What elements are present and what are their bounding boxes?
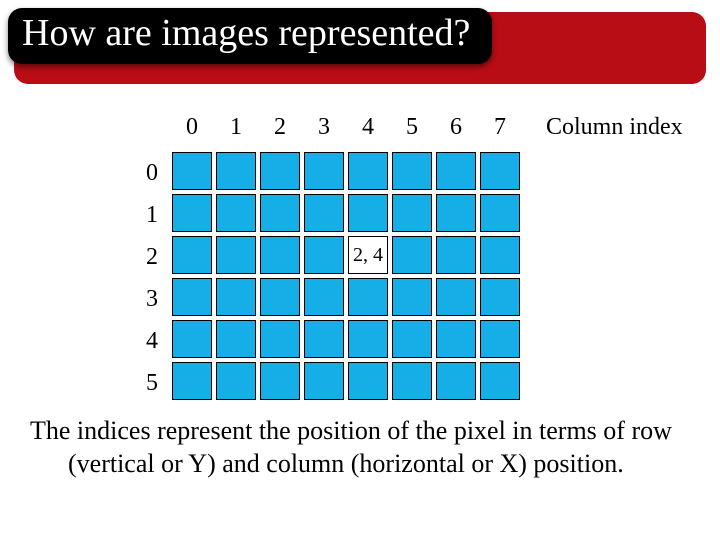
grid-cell: [436, 362, 476, 400]
grid-cell: [348, 152, 388, 190]
grid-cell: [304, 320, 344, 358]
column-label: 0: [170, 114, 214, 141]
grid-cell-highlight: 2, 4: [348, 236, 388, 274]
grid-cell: [216, 236, 256, 274]
grid-cell: [260, 236, 300, 274]
row-label: 1: [130, 194, 158, 236]
row-label: 2: [130, 236, 158, 278]
column-index-labels: 01234567 Column index: [170, 114, 522, 141]
grid-cell: [480, 194, 520, 232]
grid-row: [170, 192, 522, 234]
grid-cell: [392, 362, 432, 400]
grid-cell: [392, 194, 432, 232]
row-label: 4: [130, 320, 158, 362]
grid-cell: [260, 320, 300, 358]
grid-cell: [392, 278, 432, 316]
grid-row: [170, 150, 522, 192]
grid-cell: [172, 362, 212, 400]
slide: How are images represented? 01234567 Col…: [0, 12, 720, 540]
column-label: 4: [346, 114, 390, 141]
grid-cell: [480, 278, 520, 316]
grid-cell: [172, 194, 212, 232]
grid-cell: [436, 320, 476, 358]
grid-cell: [480, 236, 520, 274]
grid-cell: [304, 194, 344, 232]
grid-cell: [304, 152, 344, 190]
grid-cell: [480, 362, 520, 400]
grid-cell: [348, 194, 388, 232]
row-label: 3: [130, 278, 158, 320]
grid-cell: [436, 236, 476, 274]
grid-cell: [172, 320, 212, 358]
column-label: 5: [390, 114, 434, 141]
column-label: 2: [258, 114, 302, 141]
title-band: How are images represented?: [14, 12, 706, 84]
grid-cell: [304, 278, 344, 316]
grid-row: [170, 318, 522, 360]
grid-cell: [172, 152, 212, 190]
caption-text: The indices represent the position of th…: [30, 414, 720, 481]
grid-cell: [480, 152, 520, 190]
grid-cell: [392, 152, 432, 190]
grid-cell: [392, 236, 432, 274]
grid-cell: [260, 152, 300, 190]
row-label: 5: [130, 362, 158, 404]
grid-cell: [260, 278, 300, 316]
grid-cell: [304, 362, 344, 400]
grid-row: [170, 360, 522, 402]
grid-cell: [436, 278, 476, 316]
grid-cell: [348, 362, 388, 400]
grid-cell: [216, 278, 256, 316]
grid-cell: [436, 194, 476, 232]
grid-cell: [216, 362, 256, 400]
grid-cell: [216, 194, 256, 232]
pixel-grid: 2, 4: [170, 150, 522, 402]
column-label: 7: [478, 114, 522, 141]
row-label: 0: [130, 152, 158, 194]
grid-row: 2, 4: [170, 234, 522, 276]
grid-cell: [480, 320, 520, 358]
slide-title: How are images represented?: [8, 8, 492, 64]
grid-cell: [436, 152, 476, 190]
grid-cell: [304, 236, 344, 274]
column-label: 1: [214, 114, 258, 141]
grid-cell: [348, 278, 388, 316]
grid-row: [170, 276, 522, 318]
grid-cell: [260, 362, 300, 400]
column-label: 3: [302, 114, 346, 141]
column-label: 6: [434, 114, 478, 141]
row-index-labels: 012345: [130, 152, 158, 404]
grid-cell: [348, 320, 388, 358]
grid-cell: [216, 152, 256, 190]
grid-cell: [216, 320, 256, 358]
grid-cell: [172, 236, 212, 274]
grid-cell: [392, 320, 432, 358]
grid-cell: [172, 278, 212, 316]
grid-cell: [260, 194, 300, 232]
column-axis-label: Column index: [546, 114, 683, 141]
